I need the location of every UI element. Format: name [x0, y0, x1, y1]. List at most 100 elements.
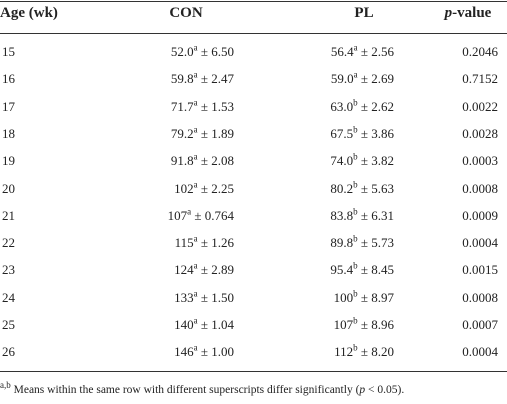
cell: 0.0028 — [462, 125, 498, 141]
cell-sd: ± 2.89 — [200, 262, 234, 278]
cell-mean: 83.8 — [330, 207, 354, 223]
cell-superscript: b — [353, 342, 358, 353]
cell: 59.8a ± 2.47 — [170, 69, 234, 87]
cell: 59.0a ± 2.69 — [331, 70, 394, 87]
cell-mean: 91.8 — [170, 153, 194, 169]
cell-superscript: a — [193, 124, 198, 135]
cell-superscript: b — [353, 233, 358, 244]
cell-superscript: b — [353, 261, 358, 272]
column-header: p-value — [445, 4, 492, 22]
column-header-text: -value — [452, 5, 492, 21]
cell: 0.2046 — [462, 44, 498, 59]
cell: 74.0b ± 3.82 — [330, 152, 394, 169]
cell: 24 — [2, 289, 15, 305]
cell: 0.0004 — [462, 235, 498, 251]
cell-sd: ± 2.69 — [360, 71, 394, 87]
cell-sd: ± 6.31 — [360, 207, 394, 223]
cell: 16 — [2, 71, 15, 87]
cell: 107b ± 8.96 — [334, 315, 394, 333]
cell: 115a ± 1.26 — [175, 233, 234, 251]
cell: 25 — [2, 317, 15, 332]
cell-mean: 124 — [174, 262, 194, 278]
cell-mean: 140 — [174, 317, 194, 332]
cell: 18 — [2, 125, 15, 141]
cell: 21 — [2, 207, 15, 223]
cell-superscript: a — [193, 151, 198, 162]
cell-sd: ± 5.63 — [360, 180, 394, 196]
bottom-rule — [0, 371, 507, 372]
cell-mean: 112 — [334, 344, 354, 360]
cell-mean: 74.0 — [330, 153, 354, 169]
cell-mean: 71.7 — [170, 98, 194, 114]
cell-superscript: a — [193, 315, 198, 326]
cell: 22 — [2, 235, 15, 251]
footnote-text: < 0.05). — [365, 384, 405, 396]
cell-superscript: a — [193, 233, 198, 244]
cell: 17 — [2, 98, 15, 114]
cell: 107a ± 0.764 — [167, 206, 234, 224]
cell-mean: 100 — [333, 289, 354, 305]
footnote-p: p — [359, 384, 366, 396]
cell-mean: 59.8 — [170, 71, 194, 87]
cell: 26 — [2, 344, 15, 360]
cell: 15 — [2, 44, 15, 59]
cell: 133a ± 1.50 — [174, 289, 234, 306]
cell: 52.0a ± 6.50 — [171, 42, 234, 60]
cell-sd: ± 1.26 — [200, 235, 234, 251]
cell: 100b ± 8.97 — [333, 289, 394, 306]
column-header-italic: p — [444, 5, 453, 21]
cell: 0.0008 — [462, 289, 498, 305]
cell: 89.8b ± 5.73 — [330, 233, 394, 251]
cell-superscript: a — [193, 179, 198, 190]
cell-mean: 89.8 — [330, 235, 354, 251]
cell: 95.4b ± 8.45 — [330, 262, 394, 278]
cell: 0.0022 — [462, 98, 498, 114]
cell-mean: 107 — [167, 207, 188, 223]
cell-sd: ± 6.50 — [200, 44, 234, 59]
cell-mean: 56.4 — [330, 44, 354, 59]
cell-superscript: a — [193, 69, 198, 80]
cell-superscript: a — [353, 42, 358, 53]
cell-sd: ± 1.04 — [200, 317, 234, 332]
cell: 0.0007 — [462, 317, 498, 332]
cell: 0.0004 — [462, 344, 498, 360]
cell-superscript: b — [353, 206, 358, 217]
cell: 0.7152 — [462, 71, 498, 87]
cell-sd: ± 8.97 — [360, 289, 394, 305]
cell: 0.0015 — [462, 262, 498, 278]
cell: 91.8a ± 2.08 — [170, 151, 234, 169]
cell-sd: ± 3.82 — [360, 153, 394, 169]
cell: 71.7a ± 1.53 — [170, 98, 234, 115]
cell-sd: ± 2.62 — [360, 98, 394, 114]
cell: 80.2b ± 5.63 — [330, 179, 394, 197]
cell: 79.2a ± 1.89 — [171, 124, 234, 142]
cell: 112b ± 8.20 — [334, 342, 394, 360]
cell-mean: 63.0 — [330, 98, 354, 114]
cell: 23 — [2, 262, 15, 278]
cell-sd: ± 8.45 — [360, 262, 394, 278]
cell-superscript: b — [353, 179, 358, 190]
cell-sd: ± 2.47 — [200, 71, 234, 87]
column-header: CON — [169, 5, 203, 21]
cell-sd: ± 2.08 — [200, 153, 234, 169]
cell: 0.0003 — [462, 153, 498, 169]
cell-superscript: b — [353, 315, 358, 326]
cell: 83.8b ± 6.31 — [330, 206, 394, 224]
cell-superscript: a — [193, 42, 198, 53]
cell-mean: 102 — [174, 180, 194, 196]
cell-sd: ± 8.20 — [360, 344, 394, 360]
cell-sd: ± 5.73 — [360, 235, 394, 251]
top-rule — [0, 1, 507, 2]
cell-superscript: a — [187, 206, 192, 217]
cell-mean: 67.5 — [330, 125, 354, 141]
cell: 56.4a ± 2.56 — [330, 42, 394, 60]
cell-superscript: a — [193, 261, 198, 272]
cell-mean: 133 — [174, 289, 194, 305]
cell: 20 — [2, 180, 15, 196]
cell-superscript: b — [353, 97, 358, 108]
footnote-text: Means within the same row with different… — [13, 384, 360, 396]
cell-superscript: a — [193, 342, 198, 353]
cell-sd: ± 3.86 — [360, 125, 394, 141]
cell: 67.5b ± 3.86 — [330, 125, 394, 142]
